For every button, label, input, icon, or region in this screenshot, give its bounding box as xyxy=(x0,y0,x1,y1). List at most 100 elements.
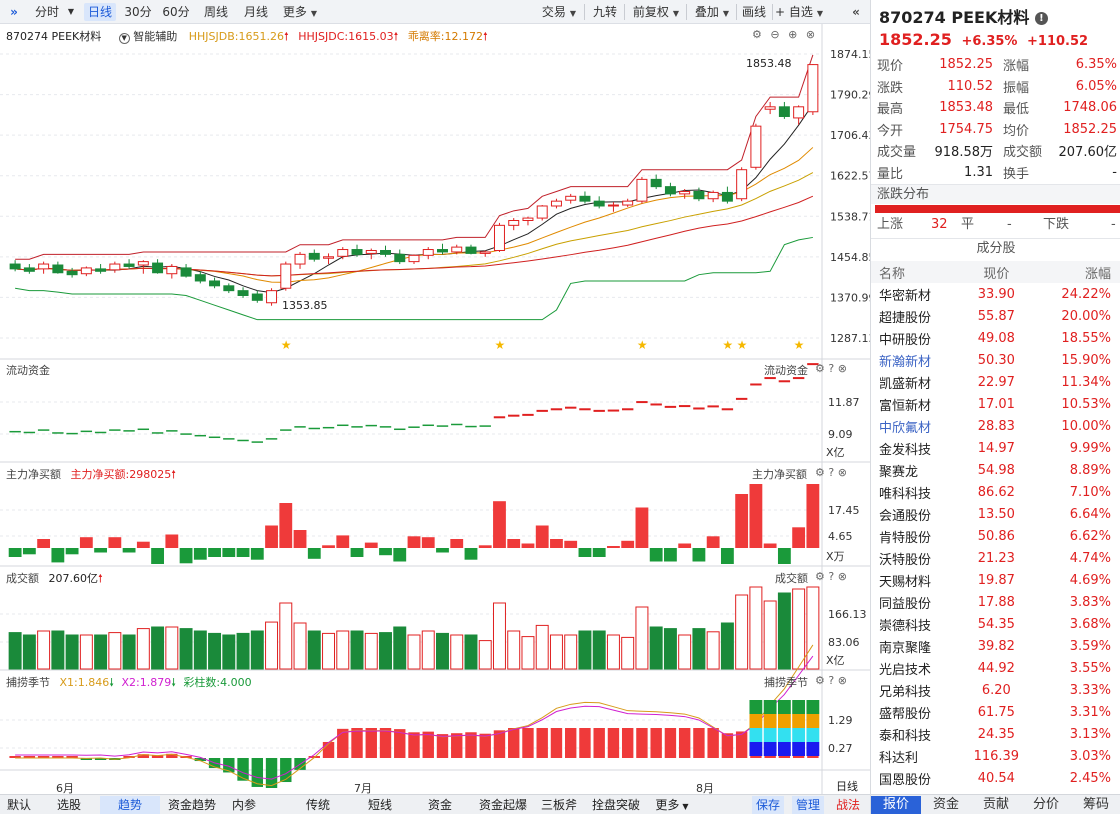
tab-breakout[interactable]: 拴盘突破 xyxy=(591,798,640,812)
component-name[interactable]: 金发科技 xyxy=(879,442,932,458)
component-row[interactable]: 崇德科技 54.35 3.68% xyxy=(871,613,1120,635)
component-name[interactable]: 中研股份 xyxy=(879,332,932,348)
component-name[interactable]: 凯盛新材 xyxy=(879,376,932,392)
tab-insider[interactable]: 内参 xyxy=(231,798,256,812)
component-name[interactable]: 富恒新材 xyxy=(879,398,932,414)
close-icon[interactable]: ⊗ xyxy=(837,674,847,687)
component-name[interactable]: 肯特股份 xyxy=(879,530,932,546)
component-name[interactable]: 光启技术 xyxy=(879,662,932,678)
tab-price-dist[interactable]: 分价 xyxy=(1032,797,1059,812)
component-name[interactable]: 中欣氟材 xyxy=(879,420,932,436)
component-name[interactable]: 科达利 xyxy=(879,750,919,766)
expand-icon[interactable]: » xyxy=(10,5,18,19)
strategy-button[interactable]: 战法 xyxy=(835,798,860,812)
settings-icon[interactable]: ⚙ xyxy=(815,674,825,687)
component-name[interactable]: 新瀚新材 xyxy=(879,354,932,370)
component-name[interactable]: 超捷股份 xyxy=(879,310,932,326)
tab-funds[interactable]: 资金 xyxy=(427,798,452,812)
tab-three-axes[interactable]: 三板斧 xyxy=(540,798,577,812)
period-weekly[interactable]: 周线 xyxy=(203,5,228,19)
component-row[interactable]: 沃特股份 21.23 4.74% xyxy=(871,547,1120,569)
help-icon[interactable]: ? xyxy=(828,570,835,583)
period-minute[interactable]: 分时 xyxy=(34,5,59,19)
component-name[interactable]: 南京聚隆 xyxy=(879,640,932,656)
component-name[interactable]: 崇德科技 xyxy=(879,618,932,634)
help-icon[interactable]: ? xyxy=(828,466,835,479)
overlay-button[interactable]: 叠加 ▼ xyxy=(690,3,734,21)
more-periods-button[interactable]: 更多 ▼ xyxy=(278,3,322,21)
close-icon[interactable]: ⊗ xyxy=(837,466,847,479)
period-daily-button[interactable]: 日线 xyxy=(836,780,858,793)
tab-fund-burst[interactable]: 资金起爆 xyxy=(478,798,527,812)
component-name[interactable]: 国恩股份 xyxy=(879,772,932,788)
component-row[interactable]: 聚赛龙 54.98 8.89% xyxy=(871,459,1120,481)
restore-icon[interactable]: ⊕ xyxy=(788,28,798,41)
save-button[interactable]: 保存 xyxy=(752,796,784,814)
header-name[interactable]: 名称 xyxy=(871,261,962,283)
manage-button[interactable]: 管理 xyxy=(792,796,824,814)
help-icon[interactable]: ? xyxy=(828,674,835,687)
component-row[interactable]: 华密新材 33.90 24.22% xyxy=(871,283,1120,305)
header-price[interactable]: 现价 xyxy=(961,261,1031,283)
help-icon[interactable]: ? xyxy=(828,362,835,375)
smart-assist-toggle[interactable]: ▼ 智能辅助 xyxy=(118,30,177,44)
component-row[interactable]: 肯特股份 50.86 6.62% xyxy=(871,525,1120,547)
tab-short-term[interactable]: 短线 xyxy=(367,798,392,812)
minimize-icon[interactable]: ⊖ xyxy=(770,28,780,41)
component-name[interactable]: 会通股份 xyxy=(879,508,932,524)
component-row[interactable]: 中研股份 49.08 18.55% xyxy=(871,327,1120,349)
info-icon[interactable]: ! xyxy=(1034,12,1048,25)
component-row[interactable]: 科达利 116.39 3.03% xyxy=(871,745,1120,767)
component-name[interactable]: 聚赛龙 xyxy=(879,464,919,480)
component-row[interactable]: 南京聚隆 39.82 3.59% xyxy=(871,635,1120,657)
component-name[interactable]: 华密新材 xyxy=(879,288,932,304)
draw-button[interactable]: 画线 xyxy=(741,5,766,19)
component-row[interactable]: 同益股份 17.88 3.83% xyxy=(871,591,1120,613)
component-name[interactable]: 兄弟科技 xyxy=(879,684,932,700)
period-monthly[interactable]: 月线 xyxy=(243,5,268,19)
collapse-icon[interactable]: « xyxy=(852,5,860,19)
chevron-down-icon[interactable]: ▼ xyxy=(67,7,75,16)
component-row[interactable]: 盛帮股份 61.75 3.31% xyxy=(871,701,1120,723)
component-name[interactable]: 盛帮股份 xyxy=(879,706,932,722)
component-row[interactable]: 光启技术 44.92 3.55% xyxy=(871,657,1120,679)
chart-svg[interactable]: 1874.15 1790.29 1706.43 1622.57 1538.71 1454.… xyxy=(0,24,870,794)
component-name[interactable]: 同益股份 xyxy=(879,596,932,612)
nine-turn-button[interactable]: 九转 xyxy=(592,5,617,19)
tab-quote[interactable]: 报价 xyxy=(871,796,921,814)
adjust-button[interactable]: 前复权 ▼ xyxy=(628,3,684,21)
component-row[interactable]: 泰和科技 24.35 3.13% xyxy=(871,723,1120,745)
component-row[interactable]: 富恒新材 17.01 10.53% xyxy=(871,393,1120,415)
tab-stock-pick[interactable]: 选股 xyxy=(56,798,81,812)
period-daily[interactable]: 日线 xyxy=(84,3,116,21)
settings-icon[interactable]: ⚙ xyxy=(815,570,825,583)
period-60min[interactable]: 60分 xyxy=(162,5,190,19)
tab-fund-trend[interactable]: 资金趋势 xyxy=(167,798,216,812)
chart-area[interactable]: 1874.15 1790.29 1706.43 1622.57 1538.71 1454.… xyxy=(0,24,870,795)
period-30min[interactable]: 30分 xyxy=(124,5,152,19)
component-name[interactable]: 天赐材料 xyxy=(879,574,932,590)
tab-more[interactable]: 更多 ▼ xyxy=(650,796,694,814)
component-row[interactable]: 唯科科技 86.62 7.10% xyxy=(871,481,1120,503)
component-name[interactable]: 沃特股份 xyxy=(879,552,932,568)
component-row[interactable]: 新瀚新材 50.30 15.90% xyxy=(871,349,1120,371)
tab-funds-right[interactable]: 资金 xyxy=(932,797,959,812)
component-name[interactable]: 泰和科技 xyxy=(879,728,932,744)
component-row[interactable]: 兄弟科技 6.20 3.33% xyxy=(871,679,1120,701)
component-row[interactable]: 超捷股份 55.87 20.00% xyxy=(871,305,1120,327)
component-row[interactable]: 中欣氟材 28.83 10.00% xyxy=(871,415,1120,437)
component-row[interactable]: 会通股份 13.50 6.64% xyxy=(871,503,1120,525)
component-row[interactable]: 天赐材料 19.87 4.69% xyxy=(871,569,1120,591)
component-row[interactable]: 国恩股份 40.54 2.45% xyxy=(871,767,1120,789)
component-name[interactable]: 唯科科技 xyxy=(879,486,932,502)
settings-icon[interactable]: ⚙ xyxy=(815,362,825,375)
component-row[interactable]: 金发科技 14.97 9.99% xyxy=(871,437,1120,459)
tab-chips[interactable]: 筹码 xyxy=(1082,797,1109,812)
close-icon[interactable]: ⊗ xyxy=(837,570,847,583)
tab-trend[interactable]: 趋势 xyxy=(100,796,160,814)
add-watchlist-button[interactable]: + 自选 ▼ xyxy=(774,3,824,21)
tab-contribution[interactable]: 贡献 xyxy=(982,797,1009,812)
component-row[interactable]: 凯盛新材 22.97 11.34% xyxy=(871,371,1120,393)
close-icon[interactable]: ⊗ xyxy=(837,362,847,375)
settings-icon[interactable]: ⚙ xyxy=(815,466,825,479)
